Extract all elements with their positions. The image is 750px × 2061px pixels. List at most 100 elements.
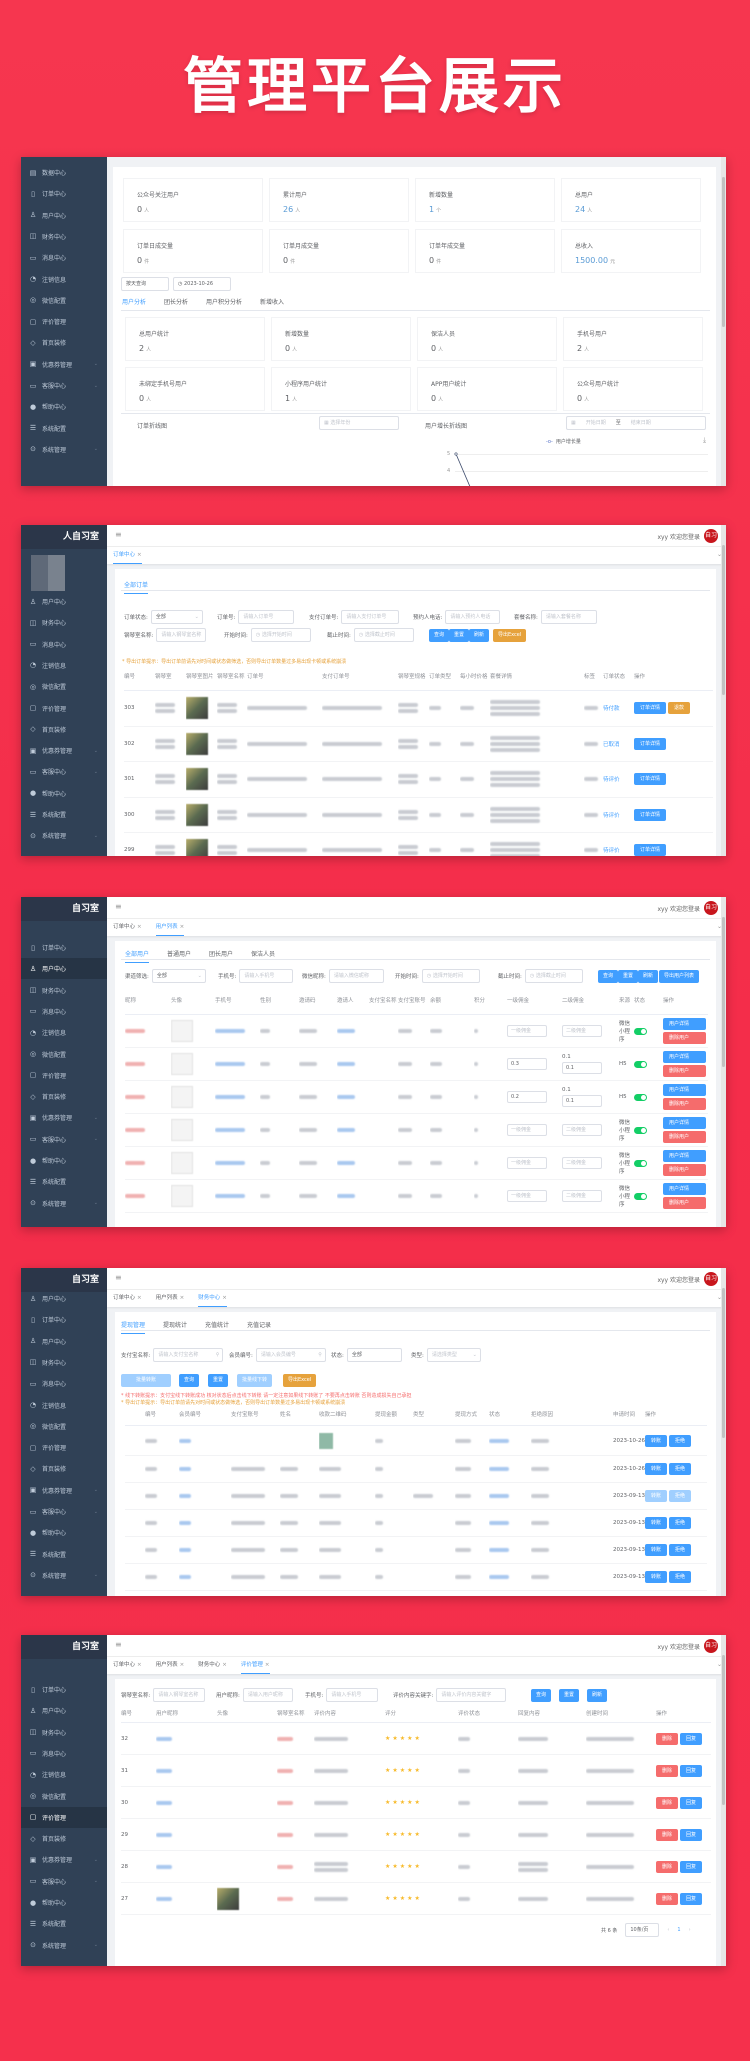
sidebar-item[interactable]: ◇ 首页装修 bbox=[21, 1086, 107, 1107]
action-转账[interactable]: 转账 bbox=[645, 1571, 668, 1583]
channel-filter[interactable]: 渠道筛选: 全部 ⌄ bbox=[125, 969, 206, 983]
review-keyword-input[interactable]: 评价内容关键字: 请输入评价内容关键字 bbox=[393, 1688, 507, 1702]
year-picker[interactable]: ▦ 选择年份 bbox=[319, 416, 399, 430]
refresh-button[interactable]: 刷新 bbox=[638, 970, 659, 983]
level2-commission-input[interactable]: 0.1 bbox=[562, 1062, 602, 1074]
sidebar-item[interactable]: ⊙ 系统管理 ⌄ bbox=[21, 1193, 107, 1214]
sidebar-item[interactable]: ◫ 财务中心 bbox=[21, 980, 107, 1001]
sidebar-item[interactable]: ◔ 注销信息 bbox=[21, 269, 107, 290]
sidebar-item[interactable]: ◫ 财务中心 bbox=[21, 612, 107, 633]
tab-财务中心[interactable]: 财务中心 × bbox=[198, 1657, 227, 1674]
subtab[interactable]: 充值统计 bbox=[205, 1322, 230, 1329]
action-用户详情[interactable]: 用户详情 bbox=[663, 1183, 706, 1195]
sidebar-item[interactable]: ● 帮助中心 bbox=[21, 396, 107, 417]
sidebar-item[interactable]: ▢ 评价管理 bbox=[21, 1065, 107, 1086]
alipay-name-input[interactable]: 支付宝名称: 请输入支付宝名称 ⚲ bbox=[121, 1348, 224, 1362]
page-number[interactable]: 1 bbox=[677, 1927, 681, 1933]
tab-用户列表[interactable]: 用户列表 × bbox=[155, 919, 185, 936]
room-name-input[interactable]: 钢琴室名称: 请输入钢琴室名称 bbox=[124, 628, 207, 642]
action-用户详情[interactable]: 用户详情 bbox=[663, 1018, 706, 1030]
sidebar-item[interactable]: ▣ 优惠券管理 ⌄ bbox=[21, 354, 107, 375]
sidebar-item[interactable]: ◇ 首页装修 bbox=[21, 1828, 107, 1849]
level2-commission-input[interactable]: 二级佣金 bbox=[562, 1157, 602, 1169]
user-avatar[interactable]: 自习 bbox=[704, 529, 718, 543]
status-toggle[interactable] bbox=[634, 1159, 647, 1167]
sidebar-item[interactable]: ● 帮助中心 bbox=[21, 1522, 107, 1543]
level1-commission-input[interactable]: 一级佣金 bbox=[507, 1124, 547, 1136]
sidebar-item[interactable]: ◎ 微信配置 bbox=[21, 1044, 107, 1065]
action-删除[interactable]: 删除 bbox=[656, 1796, 679, 1809]
export-users-button[interactable]: 导出用户列表 bbox=[659, 970, 700, 983]
close-icon[interactable]: × bbox=[137, 552, 142, 558]
sidebar-item[interactable]: ◫ 财务中心 bbox=[21, 1722, 107, 1743]
batch-transfer-button[interactable]: 批量转账 bbox=[121, 1374, 171, 1387]
subtab[interactable]: 充值记录 bbox=[247, 1322, 272, 1329]
row-checkbox[interactable] bbox=[125, 1564, 145, 1591]
hamburger-icon[interactable]: ≡ bbox=[115, 902, 122, 911]
phone-input[interactable]: 手机号: 请输入手机号 bbox=[218, 969, 294, 983]
sidebar-item[interactable]: ▭ 消息中心 bbox=[21, 634, 107, 655]
chevron-down-icon[interactable]: ⌄ bbox=[716, 1661, 722, 1668]
row-checkbox[interactable] bbox=[125, 1510, 145, 1537]
status-toggle[interactable] bbox=[634, 1126, 647, 1134]
hamburger-icon[interactable]: ≡ bbox=[115, 530, 122, 539]
sidebar-item[interactable]: ⊙ 系统管理 ⌄ bbox=[21, 439, 107, 460]
sidebar-item[interactable]: ▭ 消息中心 bbox=[21, 247, 107, 268]
order-status-filter[interactable]: 订单状态: 全部 ⌄ bbox=[124, 610, 203, 624]
level2-commission-input[interactable]: 二级佣金 bbox=[562, 1124, 602, 1136]
sidebar-item[interactable]: ◇ 首页装修 bbox=[21, 719, 107, 740]
subtab[interactable]: 保洁人员 bbox=[251, 951, 276, 958]
pay-order-no-input[interactable]: 支付订单号: 请输入支付订单号 bbox=[309, 610, 400, 624]
end-time-picker[interactable]: 截止时间: ◷ 选择截止时间 bbox=[498, 969, 583, 983]
scrollbar[interactable] bbox=[721, 1635, 726, 1966]
action-订单详情[interactable]: 订单详情 bbox=[634, 702, 667, 715]
action-订单详情[interactable]: 订单详情 bbox=[634, 844, 667, 856]
sidebar-item[interactable]: ◔ 注销信息 bbox=[21, 1764, 107, 1785]
member-no-input[interactable]: 会员编号: 请输入会员编号 ⚲ bbox=[229, 1348, 326, 1362]
action-拒绝[interactable]: 拒绝 bbox=[669, 1490, 692, 1502]
action-删除用户[interactable]: 删除用户 bbox=[663, 1197, 706, 1209]
action-拒绝[interactable]: 拒绝 bbox=[669, 1517, 692, 1529]
sidebar-item[interactable]: ▭ 客服中心 ⌄ bbox=[21, 1871, 107, 1892]
refresh-button[interactable]: 刷新 bbox=[587, 1689, 608, 1702]
action-删除[interactable]: 删除 bbox=[656, 1892, 679, 1905]
date-range-picker[interactable]: ▦ 开始日期至结束日期 bbox=[566, 416, 706, 430]
search-icon[interactable]: ⚲ bbox=[215, 1352, 220, 1358]
row-checkbox[interactable] bbox=[125, 1456, 145, 1483]
page-size-select[interactable]: 10条/页 bbox=[625, 1923, 660, 1937]
action-拒绝[interactable]: 拒绝 bbox=[669, 1463, 692, 1475]
sidebar-item[interactable]: ▭ 客服中心 ⌄ bbox=[21, 1129, 107, 1150]
sidebar-item[interactable]: ▢ 评价管理 bbox=[21, 698, 107, 719]
action-删除用户[interactable]: 删除用户 bbox=[663, 1131, 706, 1143]
close-icon[interactable]: × bbox=[222, 1662, 227, 1668]
sidebar-item[interactable]: ◎ 微信配置 bbox=[21, 676, 107, 697]
sidebar-item[interactable]: ▯ 订单中心 bbox=[21, 937, 107, 958]
row-checkbox[interactable] bbox=[125, 1537, 145, 1564]
close-icon[interactable]: × bbox=[179, 1295, 185, 1301]
prev-page-button[interactable]: ‹ bbox=[667, 1927, 670, 1933]
sidebar-item[interactable]: ▣ 优惠券管理 ⌄ bbox=[21, 740, 107, 761]
sidebar-item[interactable]: ☰ 系统配置 bbox=[21, 1913, 107, 1934]
scrollbar[interactable] bbox=[721, 525, 726, 856]
action-转账[interactable]: 转账 bbox=[645, 1490, 668, 1502]
sidebar-item[interactable]: ▯ 订单中心 bbox=[21, 1309, 107, 1330]
tab-评价管理[interactable]: 评价管理 × bbox=[240, 1657, 270, 1674]
sidebar-item[interactable]: ◔ 注销信息 bbox=[21, 1022, 107, 1043]
end-time-picker[interactable]: 截止时间: ◷ 选择截止时间 bbox=[327, 628, 414, 642]
hamburger-icon[interactable]: ≡ bbox=[115, 1273, 122, 1282]
phone-input[interactable]: 手机号: 请输入手机号 bbox=[305, 1688, 379, 1702]
action-退款[interactable]: 退款 bbox=[668, 702, 691, 715]
action-删除用户[interactable]: 删除用户 bbox=[663, 1065, 706, 1077]
level1-commission-input[interactable]: 一级佣金 bbox=[507, 1025, 547, 1037]
level2-commission-input[interactable]: 二级佣金 bbox=[562, 1190, 602, 1202]
user-avatar[interactable]: 自习 bbox=[704, 1272, 718, 1286]
order-no-input[interactable]: 订单号: 请输入订单号 bbox=[217, 610, 295, 624]
chevron-down-icon[interactable]: ⌄ bbox=[716, 551, 722, 558]
sidebar-item[interactable]: ♙ 用户中心 bbox=[21, 205, 107, 226]
search-button[interactable]: 查询 bbox=[598, 970, 619, 983]
tab-订单中心[interactable]: 订单中心 × bbox=[113, 547, 142, 564]
search-icon[interactable]: ⚲ bbox=[318, 1352, 322, 1358]
reset-button[interactable]: 重置 bbox=[559, 1689, 580, 1702]
action-删除用户[interactable]: 删除用户 bbox=[663, 1098, 706, 1110]
sidebar-item[interactable]: ▣ 优惠券管理 ⌄ bbox=[21, 1480, 107, 1501]
